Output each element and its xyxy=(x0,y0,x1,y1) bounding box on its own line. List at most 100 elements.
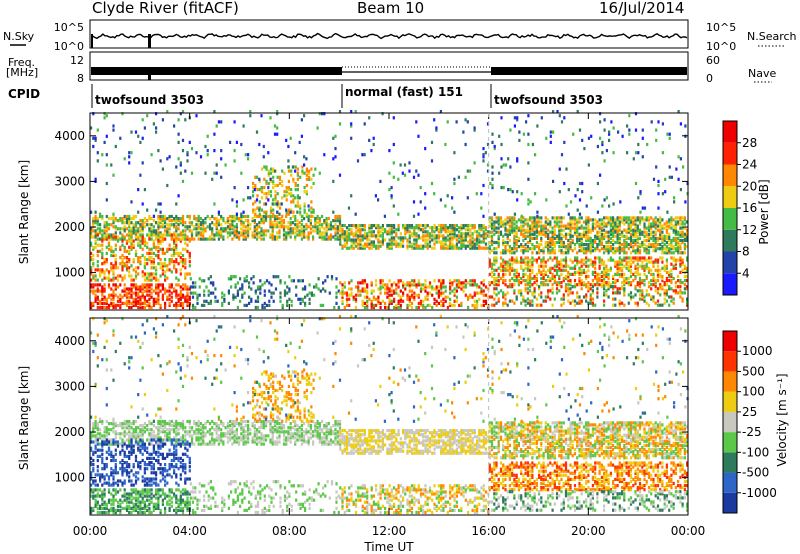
power-cell xyxy=(449,281,452,285)
power-cell xyxy=(152,299,155,303)
power-cell xyxy=(339,240,342,244)
power-cell xyxy=(92,245,95,249)
power-cell xyxy=(467,281,470,285)
power-cell xyxy=(440,303,443,307)
power-cell xyxy=(255,233,259,237)
power-cell xyxy=(406,228,409,232)
power-cell xyxy=(487,246,490,250)
power-cell xyxy=(132,278,135,282)
power-cell xyxy=(231,225,234,229)
power-cell xyxy=(529,232,532,236)
power-cell xyxy=(114,225,117,229)
power-cell xyxy=(223,297,226,301)
power-cell xyxy=(395,240,398,244)
power-cell xyxy=(116,278,120,282)
power-cell xyxy=(589,262,592,266)
power-cell xyxy=(576,226,579,230)
power-cell xyxy=(186,153,189,157)
power-cell xyxy=(422,228,425,232)
power-cell xyxy=(591,303,594,307)
power-cell xyxy=(580,279,583,283)
power-cell xyxy=(290,208,293,212)
power-cell xyxy=(567,283,570,287)
power-cell xyxy=(148,235,151,239)
power-cell xyxy=(130,287,133,291)
power-cell xyxy=(437,291,440,295)
power-cell xyxy=(94,293,97,297)
power-cell xyxy=(327,235,330,239)
power-cell xyxy=(634,181,638,186)
noise-dropout xyxy=(148,34,151,48)
power-cell xyxy=(490,240,494,245)
power-cell xyxy=(612,274,615,279)
power-cell xyxy=(130,217,133,221)
power-cell xyxy=(627,281,630,285)
power-cell xyxy=(105,163,108,167)
power-cell xyxy=(148,256,151,260)
power-cell xyxy=(677,258,680,262)
power-cell xyxy=(406,244,409,248)
power-cell xyxy=(545,198,548,202)
power-cell xyxy=(426,238,429,242)
power-cell xyxy=(166,276,169,280)
power-cell xyxy=(305,235,308,239)
power-cell xyxy=(508,266,511,270)
power-cell xyxy=(490,262,494,266)
power-cell xyxy=(121,262,124,266)
power-cell xyxy=(670,238,673,243)
power-cell xyxy=(638,281,642,285)
power-cell xyxy=(206,214,209,219)
power-cell xyxy=(310,293,313,297)
power-cell xyxy=(558,249,561,253)
power-cell xyxy=(101,243,104,247)
power-cell xyxy=(128,219,131,223)
power-cell xyxy=(469,244,472,248)
power-cell xyxy=(637,196,640,200)
power-cell xyxy=(157,227,160,231)
power-cell xyxy=(623,249,626,253)
power-cell xyxy=(265,279,269,283)
power-cell xyxy=(181,301,185,305)
power-cell xyxy=(139,233,142,237)
power-cell xyxy=(150,233,153,237)
power-cell xyxy=(585,249,588,253)
power-cell xyxy=(480,224,483,228)
power-cell xyxy=(417,224,420,228)
power-cell xyxy=(354,238,358,242)
power-cell xyxy=(460,244,463,248)
power-cell xyxy=(634,274,637,279)
power-cell xyxy=(285,214,288,219)
power-cell xyxy=(533,289,536,293)
power-cell xyxy=(629,232,633,236)
power-cell xyxy=(181,138,185,142)
power-cell xyxy=(614,272,617,276)
power-cell xyxy=(235,227,238,231)
power-cell xyxy=(665,279,668,283)
power-cell xyxy=(659,268,662,272)
power-cell xyxy=(636,283,639,287)
power-cell xyxy=(159,225,162,229)
power-cell xyxy=(535,220,538,224)
power-cell xyxy=(333,305,336,310)
power-cell xyxy=(173,233,176,237)
power-cell xyxy=(625,266,628,270)
power-cell xyxy=(240,219,243,223)
power-cell xyxy=(164,289,167,293)
power-cell xyxy=(558,226,561,230)
power-cell xyxy=(235,217,238,221)
power-cell xyxy=(621,272,624,276)
power-cell xyxy=(173,245,176,249)
power-cell xyxy=(437,236,440,240)
power-cell xyxy=(619,200,622,204)
power-cell xyxy=(607,230,610,234)
power-cell xyxy=(282,233,286,237)
power-cell xyxy=(677,243,680,247)
power-cell xyxy=(555,236,559,240)
power-cell xyxy=(195,217,198,221)
power-cell xyxy=(410,246,414,250)
power-cell xyxy=(193,214,196,219)
power-cell xyxy=(598,283,601,287)
power-cell xyxy=(540,281,543,285)
power-cell xyxy=(638,232,642,236)
power-cell xyxy=(569,266,572,270)
